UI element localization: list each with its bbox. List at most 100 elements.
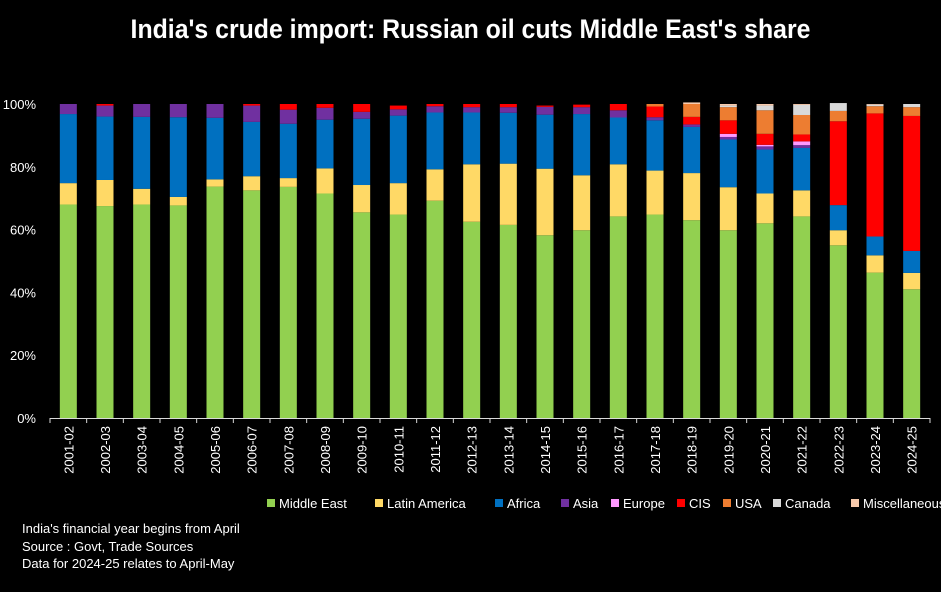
legend-swatch (267, 499, 275, 507)
note-partial-year: Data for 2024-25 relates to April-May (22, 556, 235, 571)
y-tick-label: 20% (10, 348, 36, 363)
bar-segment (683, 173, 701, 221)
bar-segment (646, 106, 664, 118)
x-tick-label: 2007-08 (281, 426, 296, 474)
x-tick-label: 2001-02 (61, 426, 76, 474)
x-tick-label: 2023-24 (868, 426, 883, 474)
chart-footnotes: India's financial year begins from April… (22, 520, 240, 573)
bar-segment (756, 149, 774, 194)
bar-segment (353, 118, 371, 186)
bar-segment (756, 105, 774, 111)
legend-swatch (611, 499, 619, 507)
x-tick-label: 2009-10 (355, 426, 370, 474)
bar-segment (279, 104, 297, 110)
x-tick-label: 2011-12 (428, 426, 443, 473)
bar-segment (426, 106, 444, 113)
legend-label: Miscellaneous (863, 496, 941, 511)
bar-segment (756, 144, 774, 147)
y-tick-label: 40% (10, 285, 36, 300)
legend-label: Africa (507, 496, 541, 511)
bar-segment (316, 107, 334, 120)
bar-segment (463, 112, 481, 165)
bar-segment (499, 112, 517, 164)
bar-segment (719, 139, 737, 188)
legend-swatch (851, 499, 859, 507)
legend-label: Asia (573, 496, 599, 511)
bar-segment (719, 230, 737, 418)
x-tick-label: 2004-05 (171, 426, 186, 474)
bar-segment (829, 103, 847, 111)
bar-segment (426, 200, 444, 418)
x-tick-label: 2008-09 (318, 426, 333, 474)
bar-segment (609, 117, 627, 165)
bar-segment (133, 204, 151, 418)
bar-segment (903, 272, 921, 290)
bar-segment (353, 185, 371, 213)
bar-segment (243, 104, 261, 106)
bar-segment (756, 146, 774, 150)
bar-segment (756, 104, 774, 106)
bar-segment (206, 117, 224, 180)
bar-segment (243, 105, 261, 122)
bar-segment (206, 186, 224, 418)
bar-segment (683, 126, 701, 174)
legend-label: Canada (785, 496, 831, 511)
y-tick-label: 80% (10, 160, 36, 175)
bar-segment (316, 104, 334, 108)
bar-segment (683, 104, 701, 117)
bar-segment (169, 196, 187, 206)
bar-segment (683, 124, 701, 127)
bar-segment (536, 105, 554, 107)
bar-segment (683, 220, 701, 418)
bar-segment (243, 176, 261, 191)
bar-segment (646, 117, 664, 121)
bar-segment (573, 114, 591, 176)
x-tick-label: 2014-15 (538, 426, 553, 474)
x-tick-label: 2018-19 (685, 426, 700, 474)
bar-segment (646, 104, 664, 107)
bar-segment (719, 187, 737, 231)
bar-segment (829, 121, 847, 206)
legend-label: Europe (623, 496, 665, 511)
x-tick-label: 2013-14 (501, 426, 516, 474)
x-tick-label: 2005-06 (208, 426, 223, 474)
bar-segment (96, 104, 114, 106)
bar-segment (756, 223, 774, 418)
bar-segment (59, 183, 77, 205)
bar-segment (793, 104, 811, 105)
bar-segment (463, 107, 481, 113)
bar-segment (536, 235, 554, 418)
y-tick-label: 60% (10, 223, 36, 238)
bar-segment (243, 190, 261, 418)
bar-segment (59, 114, 77, 184)
bar-segment (609, 164, 627, 217)
x-tick-label: 2019-20 (721, 426, 736, 474)
bar-segment (536, 106, 554, 115)
x-tick-label: 2022-23 (831, 426, 846, 474)
bar-segment (793, 147, 811, 191)
note-fiscal-year: India's financial year begins from April (22, 521, 240, 536)
bar-segment (426, 112, 444, 170)
bar-segment (463, 164, 481, 222)
bar-segment (389, 105, 407, 110)
bar-segment (756, 193, 774, 224)
bar-segment (169, 117, 187, 197)
bar-segment (609, 216, 627, 418)
bar-segment (96, 116, 114, 180)
bar-segment (829, 205, 847, 231)
bar-segment (353, 111, 371, 119)
bar-segment (756, 110, 774, 134)
bar-segment (499, 107, 517, 113)
x-tick-label: 2021-22 (795, 426, 810, 474)
bar-segment (866, 106, 884, 114)
bar-segment (866, 236, 884, 256)
bar-segment (353, 104, 371, 112)
bar-segment (683, 116, 701, 125)
bar-segment (866, 104, 884, 107)
bar-segment (903, 289, 921, 418)
bar-segment (499, 104, 517, 108)
bar-segment (646, 214, 664, 418)
x-tick-label: 2015-16 (575, 426, 590, 474)
legend-swatch (723, 499, 731, 507)
x-tick-label: 2020-21 (758, 426, 773, 474)
